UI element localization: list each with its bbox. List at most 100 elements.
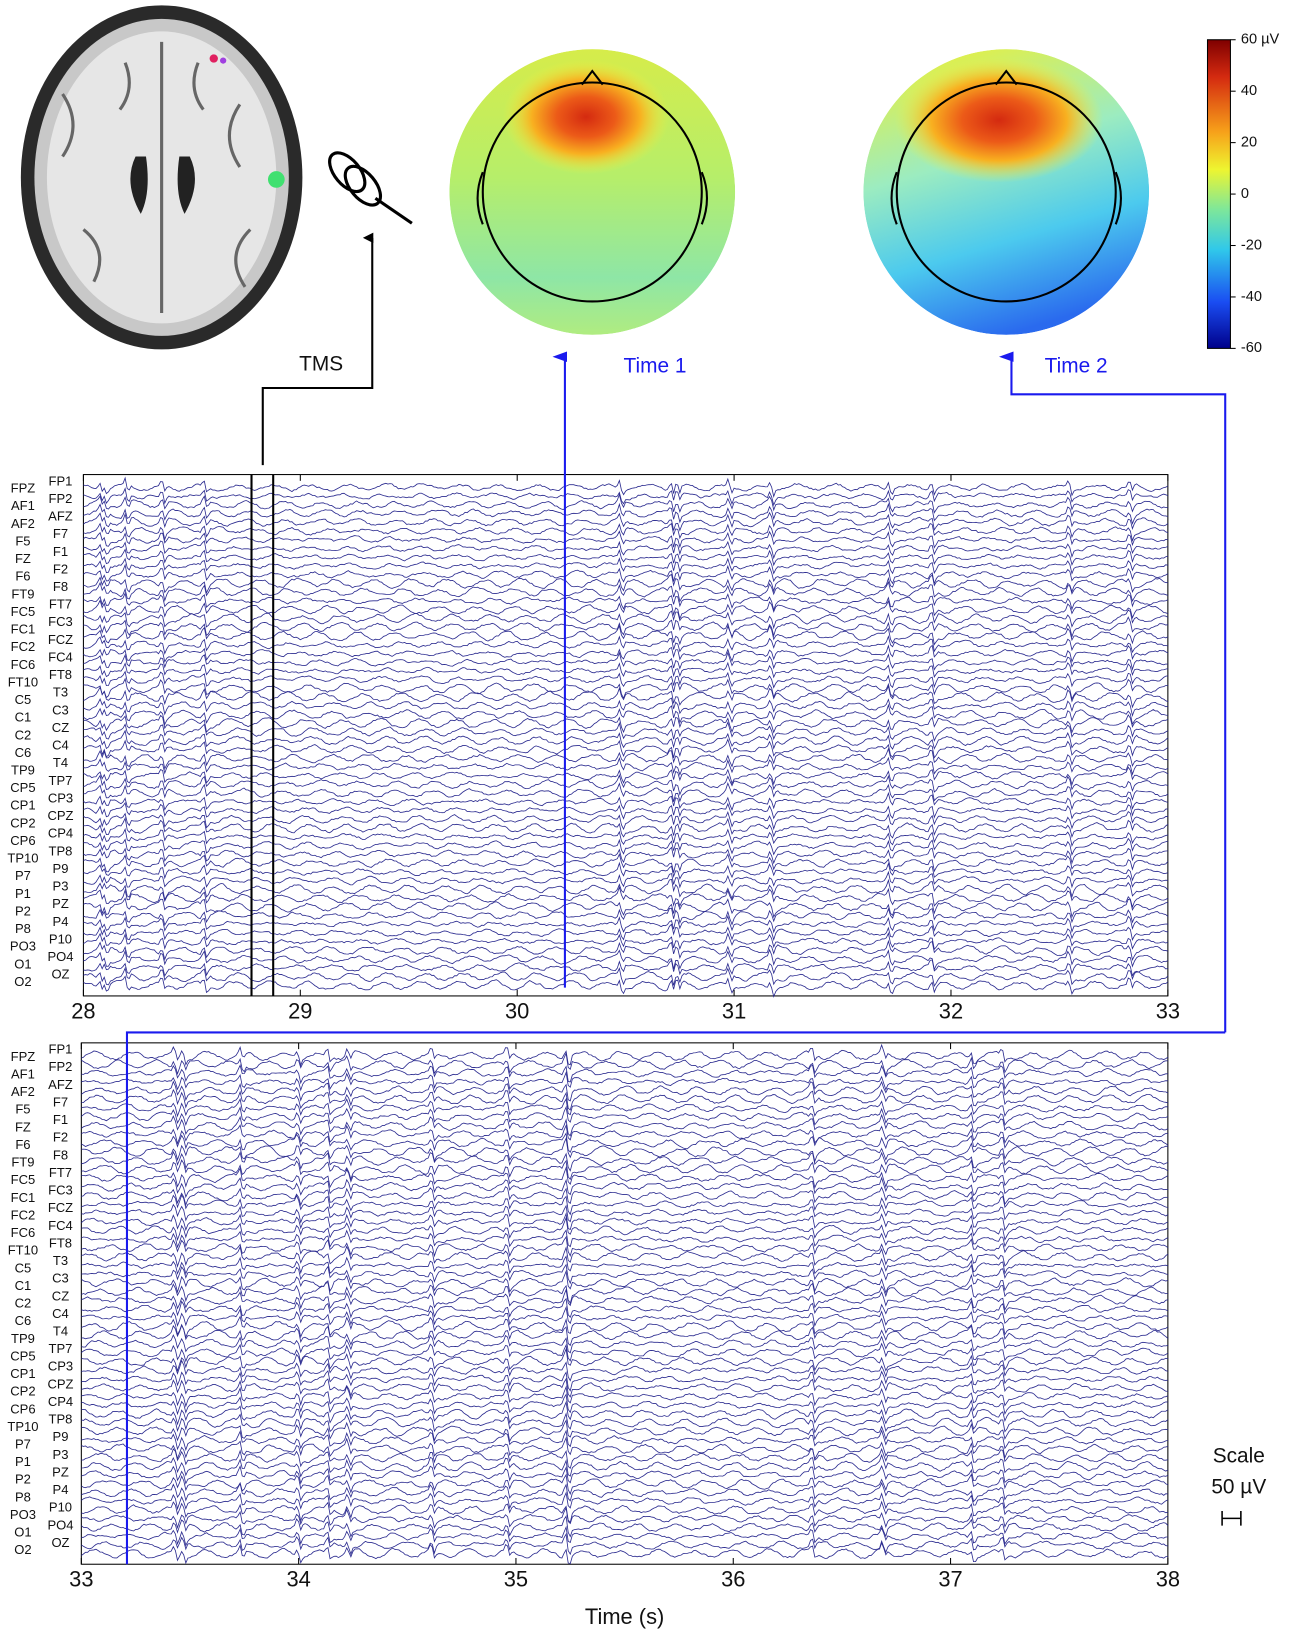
eeg-trace [83,803,1167,819]
eeg-trace [83,541,1167,558]
channel-label: CP3 [48,790,73,805]
channel-label: FC6 [11,1225,36,1240]
x-tick-label: 36 [721,1567,745,1592]
eeg-trace [83,686,1167,707]
channel-label: FT7 [49,597,72,612]
channel-label: FZ [15,551,31,566]
eeg-trace [81,1290,1168,1310]
channel-label: P3 [53,879,69,894]
channel-label: CP2 [10,815,35,830]
channel-label: CP1 [10,798,35,813]
channel-label: PO4 [47,1517,73,1532]
channel-label: T3 [53,685,68,700]
channel-label: FT8 [49,1235,72,1250]
channel-label: F8 [53,579,68,594]
channel-label: FC2 [11,639,36,654]
eeg-trace [81,1082,1168,1101]
channel-label: P2 [15,903,31,918]
topomap [863,49,1149,335]
channel-label: PZ [52,896,69,911]
channel-label: CP5 [10,1348,35,1363]
eeg-trace [83,531,1167,547]
x-tick-label: 33 [69,1567,93,1592]
channel-label: C2 [15,727,32,742]
channel-label: P9 [53,861,69,876]
eeg-trace [81,1214,1168,1230]
channel-label: P7 [15,1437,31,1452]
channel-label: FT7 [49,1165,72,1180]
channel-label: FC5 [11,1172,36,1187]
eeg-trace [81,1325,1168,1345]
eeg-trace [83,887,1167,907]
channel-label: F6 [15,1137,30,1152]
channel-label: AF2 [11,1084,35,1099]
channel-label: P1 [15,886,31,901]
channel-label: F1 [53,544,68,559]
channel-label: C6 [15,745,32,760]
channel-label: TP8 [49,843,73,858]
eeg-trace [83,793,1167,810]
eeg-trace [83,565,1167,584]
channel-label: F7 [53,1094,68,1109]
channel-label: PO3 [10,1507,36,1522]
channel-label: FCZ [48,632,73,647]
page: {"brain_panel": {"stimulus_label": "TMS"… [0,0,1293,1629]
channel-label: PZ [52,1464,69,1479]
channel-label: C2 [15,1296,32,1311]
topomap [449,49,735,335]
channel-label: FT9 [11,586,34,601]
channel-label: F5 [15,533,30,548]
channel-label: F8 [53,1147,68,1162]
channel-label: T3 [53,1253,68,1268]
channel-label: C5 [15,1260,32,1275]
channel-label: F2 [53,1130,68,1145]
eeg-trace [81,1502,1168,1522]
eeg-trace [83,653,1167,670]
channel-label: OZ [51,967,69,982]
channel-label: TP10 [7,851,38,866]
eeg-trace [83,663,1167,677]
eeg-trace [81,1271,1168,1292]
scale-title: Scale [1213,1444,1265,1467]
eeg-trace [83,523,1167,541]
channel-label: AFZ [48,509,73,524]
topomap-label: Time 1 [624,355,687,378]
channel-label: FP2 [49,1059,73,1074]
eeg-trace [83,847,1167,863]
tms-label: TMS [299,353,343,376]
channel-label: FP2 [49,491,73,506]
eeg-trace [83,610,1167,628]
eeg-trace [83,672,1167,688]
channel-label: C1 [15,1278,32,1293]
colorbar-tick-label: 0 [1241,186,1249,202]
scale-label: 50 µV [1211,1476,1266,1499]
channel-label: FC1 [11,622,36,637]
channel-label: F7 [53,526,68,541]
channel-label: FT9 [11,1155,34,1170]
channel-label: C5 [15,692,32,707]
x-tick-label: 38 [1156,1567,1180,1592]
x-tick-label: 34 [286,1567,310,1592]
x-tick-label: 29 [288,998,312,1023]
channel-label: FC3 [48,614,73,629]
channel-label: F5 [15,1102,30,1117]
eeg-trace [83,637,1167,654]
channel-label: CPZ [47,808,73,823]
channel-label: CP6 [10,1401,35,1416]
colorbar [1207,40,1230,349]
figure: TMS Time 1 Time 2 Scale 50 µV 60 µV40200… [0,0,1293,1629]
channel-label: C4 [52,738,69,753]
eeg-trace [81,1317,1168,1338]
channel-label: TP8 [49,1412,73,1427]
channel-label: CP3 [48,1359,73,1374]
channel-label: AFZ [48,1077,73,1092]
eeg-trace [83,504,1167,523]
x-tick-label: 28 [71,998,95,1023]
eeg-trace [83,600,1167,618]
x-tick-label: 33 [1156,998,1180,1023]
channel-label: P1 [15,1454,31,1469]
channel-label: FP1 [49,1042,73,1057]
channel-label: FT10 [8,674,38,689]
eeg-trace [81,1361,1168,1381]
channel-label: F1 [53,1112,68,1127]
